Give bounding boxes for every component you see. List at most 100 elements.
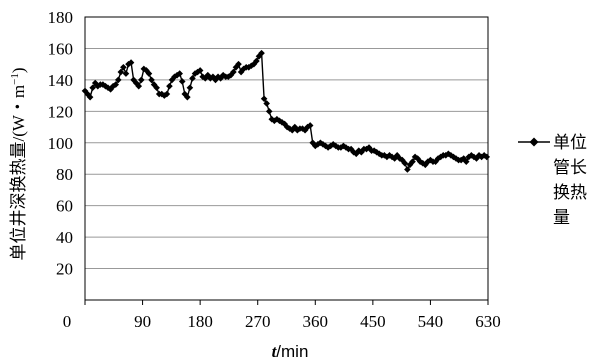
data-point: [314, 141, 322, 148]
data-point: [442, 152, 450, 159]
y-tick-label: 60: [56, 197, 73, 216]
data-point: [196, 67, 204, 74]
data-point: [301, 126, 309, 134]
data-point: [404, 166, 411, 173]
data-point: [237, 68, 245, 76]
y-tick-label: 80: [56, 165, 73, 184]
data-point: [89, 84, 96, 92]
y-tick-label: 120: [48, 102, 74, 121]
data-point: [470, 153, 478, 161]
legend-label-line: 量: [553, 208, 570, 228]
plot-area-frame: [84, 16, 489, 301]
data-point: [398, 156, 406, 164]
data-point: [450, 153, 457, 161]
data-point: [230, 68, 237, 76]
data-point: [186, 84, 194, 92]
legend-label: 单位管长换热量: [553, 133, 587, 228]
data-point: [447, 152, 455, 159]
data-point: [452, 155, 460, 162]
data-point: [401, 159, 409, 167]
data-point: [327, 142, 334, 150]
data-point: [350, 148, 357, 156]
data-point: [352, 150, 360, 158]
series-markers: [81, 49, 491, 173]
y-tick-label: 140: [48, 71, 74, 90]
data-point: [214, 73, 222, 81]
data-point: [365, 144, 373, 151]
data-point: [306, 122, 314, 129]
data-point: [163, 90, 171, 98]
data-point: [86, 93, 94, 101]
y-tick-label: 160: [48, 39, 74, 58]
data-point: [253, 57, 260, 65]
x-tick-label: 270: [245, 312, 271, 331]
data-point: [422, 161, 429, 169]
data-point: [363, 145, 370, 153]
data-point: [194, 68, 201, 76]
data-point: [406, 161, 414, 169]
data-point: [148, 76, 155, 84]
data-point: [248, 62, 255, 70]
legend-marker-swatch: [529, 137, 539, 147]
x-axis-title: t/min: [272, 342, 309, 361]
legend: 单位管长换热量: [518, 133, 587, 228]
data-point: [219, 71, 227, 79]
data-point: [235, 60, 242, 68]
data-point: [373, 148, 380, 156]
legend-label-line: 管长: [553, 158, 587, 178]
x-tick-label: 630: [475, 312, 501, 331]
data-point: [137, 76, 145, 84]
gridlines: [85, 16, 488, 270]
data-point: [166, 82, 173, 90]
data-point: [340, 142, 347, 150]
data-point: [184, 93, 191, 101]
data-point: [161, 92, 168, 99]
data-point: [122, 70, 130, 77]
data-point: [309, 139, 317, 147]
data-point: [176, 70, 183, 77]
data-point: [393, 152, 401, 159]
data-point: [209, 73, 217, 81]
y-tick-label: 20: [56, 260, 73, 279]
data-point: [127, 59, 135, 66]
data-point: [278, 119, 286, 126]
data-point: [189, 75, 196, 82]
y-tick-label: 100: [48, 134, 74, 153]
data-point: [322, 142, 329, 150]
data-point: [265, 108, 273, 115]
data-point: [135, 82, 143, 90]
data-point: [311, 142, 319, 150]
data-point: [457, 156, 465, 164]
data-point: [283, 123, 291, 131]
legend-label-line: 换热: [553, 183, 587, 203]
legend-label-line: 单位: [553, 133, 587, 153]
data-point: [199, 73, 207, 81]
data-point: [347, 145, 355, 153]
data-point: [478, 153, 485, 161]
data-point: [388, 153, 396, 161]
data-point: [332, 142, 340, 150]
data-point: [171, 73, 178, 81]
data-point: [475, 152, 483, 159]
data-point: [178, 78, 186, 85]
data-point: [145, 70, 153, 77]
data-point: [355, 147, 363, 154]
data-point: [153, 84, 160, 92]
data-point: [263, 100, 270, 107]
data-point: [114, 76, 122, 84]
data-point: [273, 115, 281, 123]
y-tick-label: 40: [56, 228, 73, 247]
data-point: [465, 153, 473, 161]
data-point: [317, 139, 324, 147]
y-axis-ticks: 20 40 60 80 100 120 140 160 180: [48, 8, 74, 279]
data-point: [462, 158, 470, 165]
data-point: [232, 64, 240, 71]
y-tick-label: 180: [48, 8, 74, 27]
data-point: [432, 158, 439, 165]
x-tick-label: 90: [134, 312, 151, 331]
data-point: [480, 152, 488, 159]
data-point: [132, 79, 140, 87]
x-tick-label: 180: [187, 312, 213, 331]
